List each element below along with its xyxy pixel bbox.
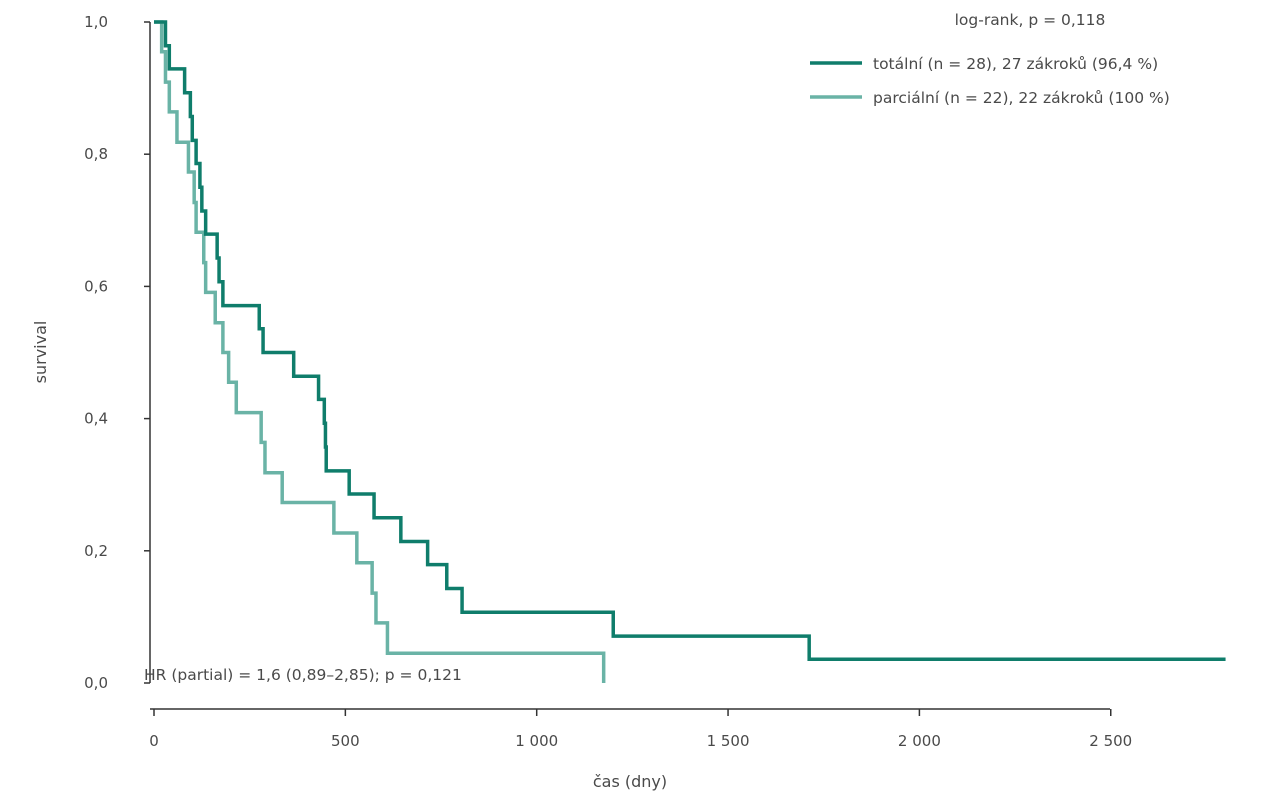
series-layer (154, 20, 1226, 683)
x-ticks: 0 500 1 000 1 500 2 000 2 500 (149, 709, 1132, 750)
y-tick-label: 0,4 (84, 410, 108, 428)
x-tick-label: 1 000 (515, 732, 558, 750)
y-axis-title: survival (31, 321, 50, 384)
y-tick-label: 0,6 (84, 277, 108, 295)
x-tick-label: 2 000 (898, 732, 941, 750)
y-tick-label: 1,0 (84, 13, 108, 31)
y-tick-label: 0,2 (84, 542, 108, 560)
axes (149, 22, 1110, 710)
y-tick-label: 0,0 (84, 674, 108, 692)
legend: log-rank, p = 0,118 totální (n = 28), 27… (810, 11, 1170, 107)
y-ticks: 0,0 0,2 0,4 0,6 0,8 1,0 (84, 13, 150, 692)
x-tick-label: 0 (149, 732, 159, 750)
x-tick-label: 1 500 (707, 732, 750, 750)
series-line-totalni (154, 20, 1226, 661)
x-tick-label: 2 500 (1089, 732, 1132, 750)
series-line-parcialni (154, 20, 606, 683)
legend-label-totalni: totální (n = 28), 27 zákroků (96,4 %) (873, 55, 1158, 73)
x-tick-label: 500 (331, 732, 360, 750)
hazard-ratio-annotation: HR (partial) = 1,6 (0,89–2,85); p = 0,12… (144, 666, 462, 684)
legend-label-parcialni: parciální (n = 22), 22 zákroků (100 %) (873, 89, 1170, 107)
legend-title: log-rank, p = 0,118 (955, 11, 1106, 29)
y-tick-label: 0,8 (84, 145, 108, 163)
x-axis-title: čas (dny) (593, 772, 667, 791)
